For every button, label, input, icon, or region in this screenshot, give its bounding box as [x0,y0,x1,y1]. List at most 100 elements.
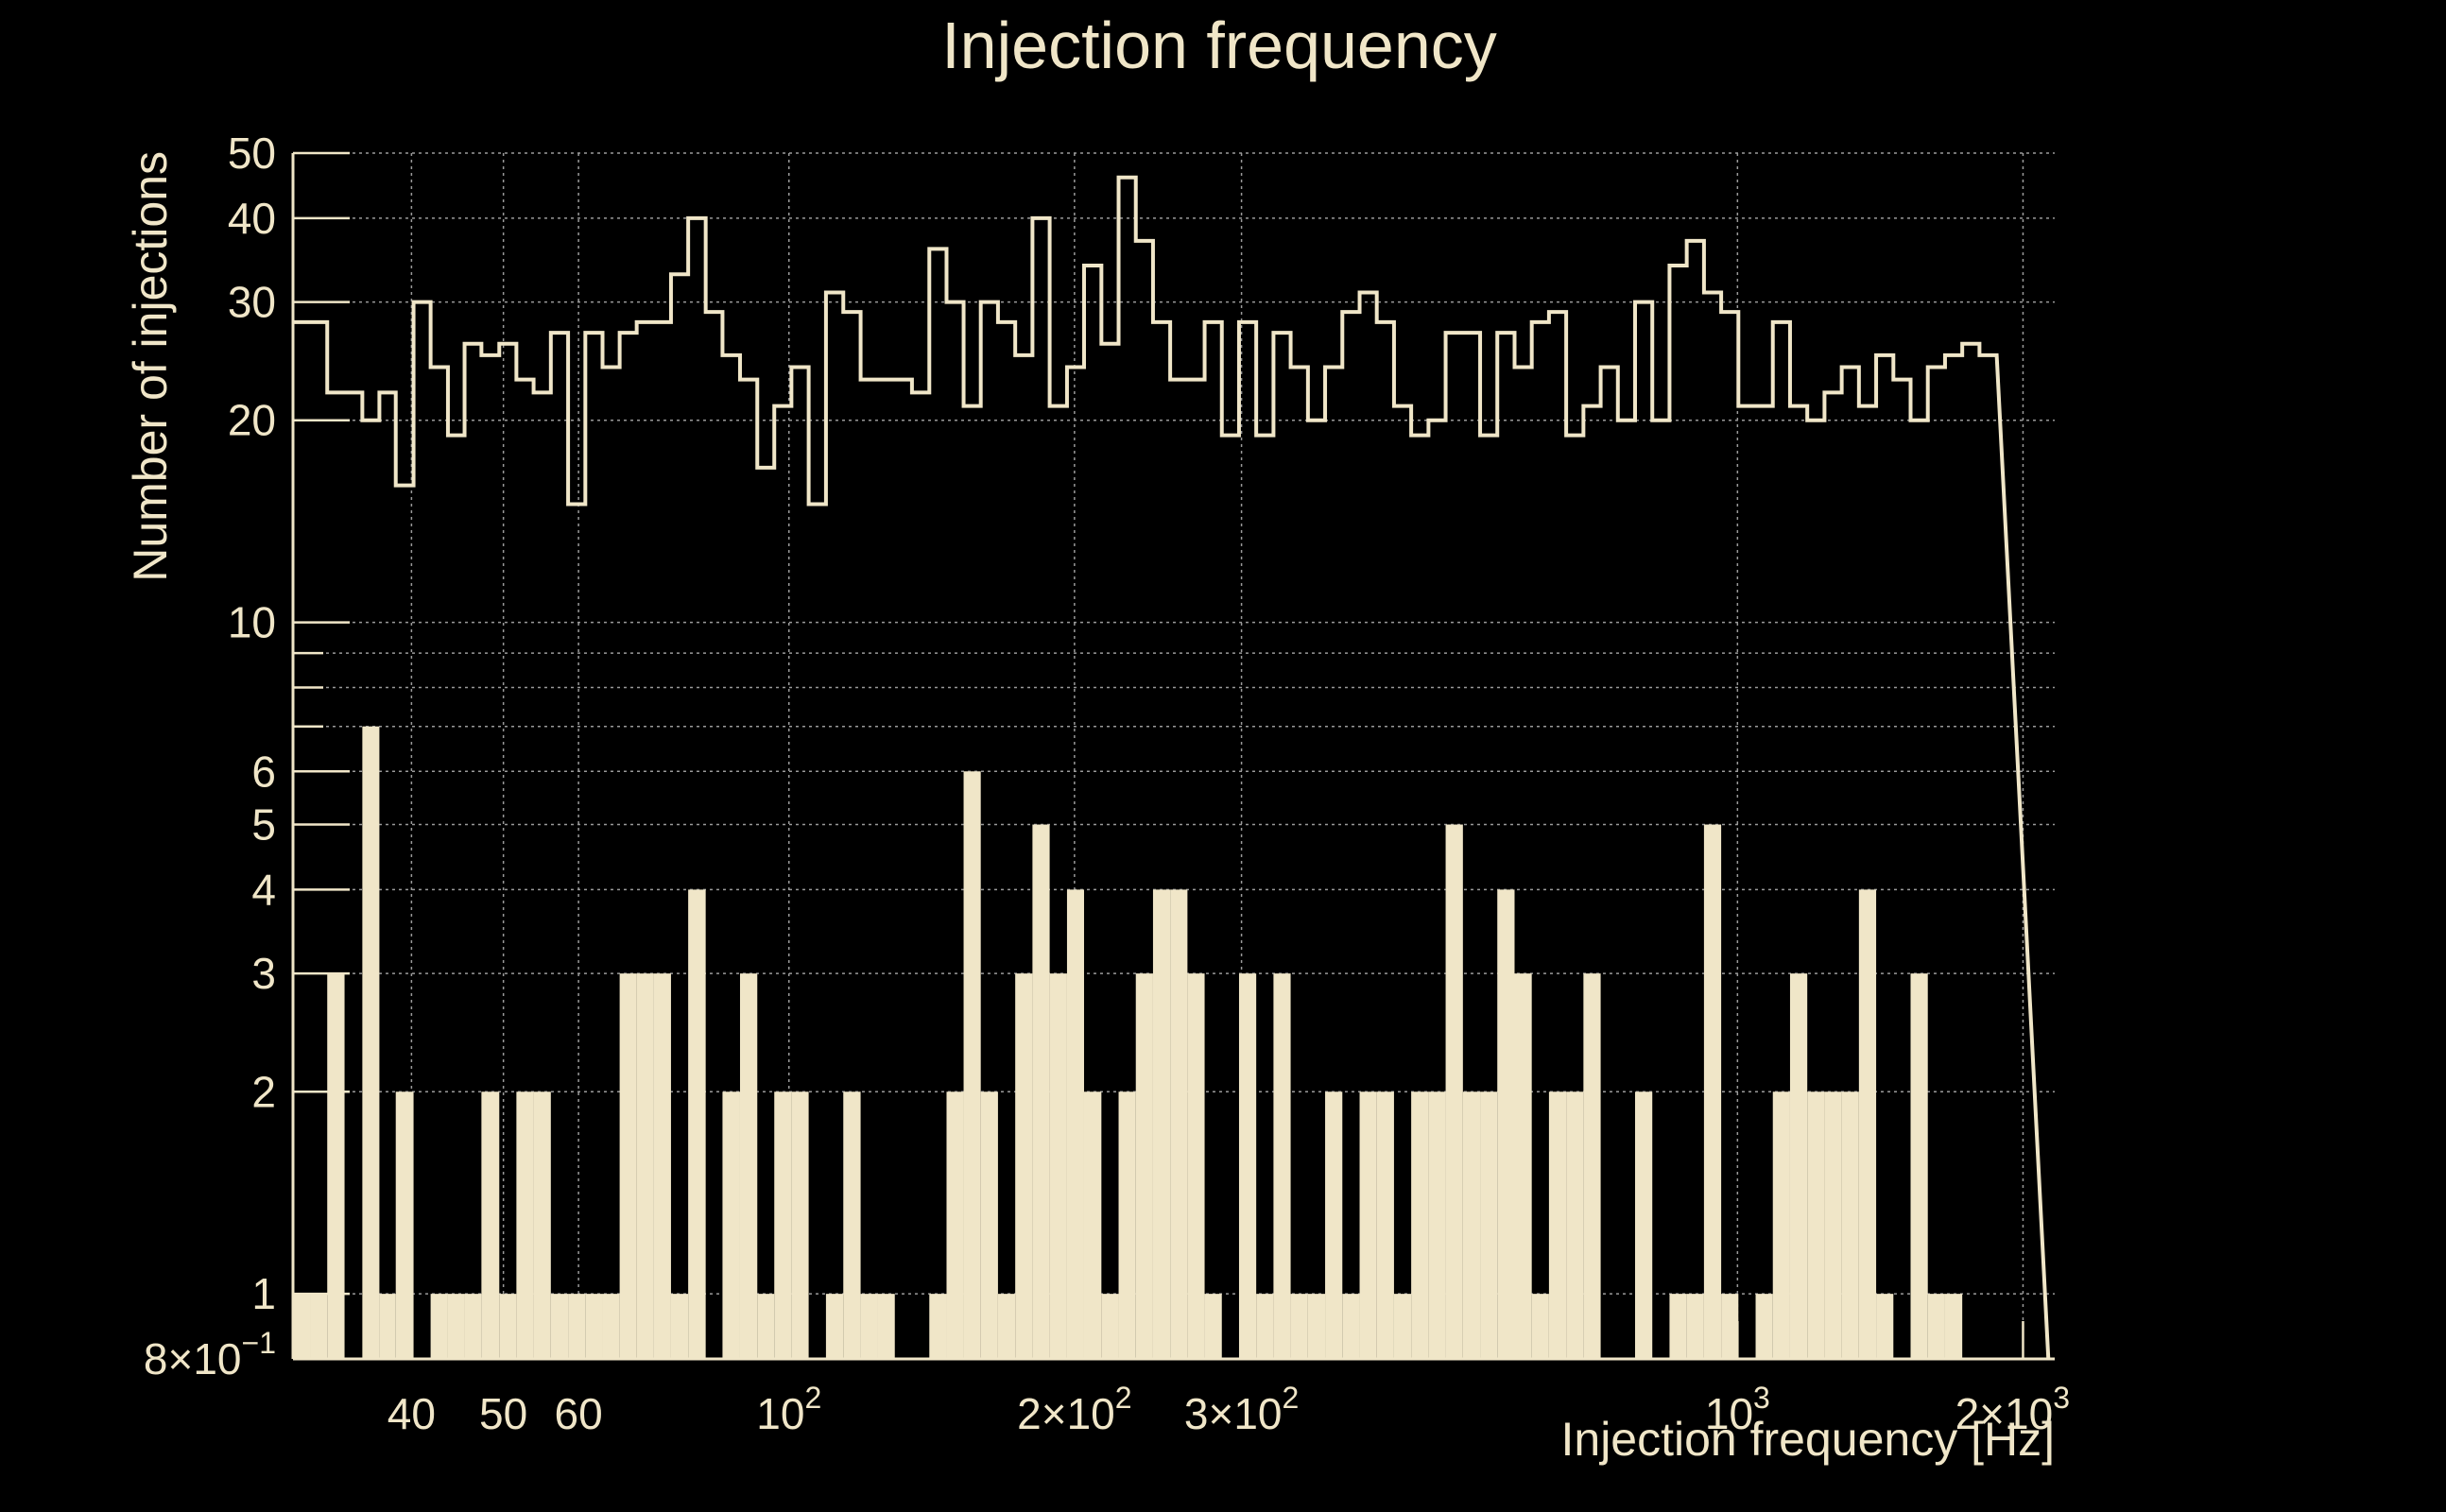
y-tick-label: 10 [228,598,276,647]
histogram-bar [602,1294,620,1359]
x-tick-label: 60 [555,1389,603,1438]
x-tick-label: 2×103 [1955,1381,2070,1438]
histogram-bar [670,1294,689,1359]
histogram-bar [1428,1091,1446,1359]
histogram-bar [481,1091,500,1359]
chart-title: Injection frequency [941,9,1497,82]
histogram-bar [722,1091,740,1359]
histogram-bar [636,973,654,1359]
histogram-bar [1824,1091,1842,1359]
x-tick-label: 102 [756,1381,821,1438]
x-tick-label: 40 [388,1389,436,1438]
histogram-bar [843,1091,861,1359]
histogram-bar [1772,1091,1790,1359]
histogram-bar [825,1294,844,1359]
histogram-bar [739,973,758,1359]
y-tick-label: 4 [251,865,276,914]
histogram-bar [1910,973,1928,1359]
histogram-bar [929,1294,947,1359]
histogram-bar [997,1294,1016,1359]
histogram-bar [1841,1091,1859,1359]
x-tick-label: 3×102 [1184,1381,1299,1438]
histogram-bar [688,889,706,1359]
histogram-bar [963,771,981,1359]
histogram-bar [1876,1294,1894,1359]
histogram-bar [395,1091,414,1359]
histogram-bar [585,1294,603,1359]
histogram-bar [1721,1294,1739,1359]
histogram-bar [1393,1294,1412,1359]
histogram-bar [1187,973,1205,1359]
histogram-bar [1152,889,1171,1359]
histogram-bar [619,973,637,1359]
x-tick-label: 50 [479,1389,527,1438]
histogram-bar [1755,1294,1773,1359]
histogram-bar [293,1294,311,1359]
histogram-bar [1566,1091,1584,1359]
histogram-bar [516,1091,534,1359]
histogram-bar [1858,889,1877,1359]
histogram-bar [1480,1091,1498,1359]
histogram-bar [1049,973,1067,1359]
histogram-bar [362,726,380,1359]
histogram-bar [533,1091,551,1359]
histogram-bar [774,1091,792,1359]
histogram-bar [1101,1294,1119,1359]
y-tick-label: 3 [251,949,276,998]
y-tick-label: 30 [228,278,276,327]
y-tick-label: 2 [251,1067,276,1116]
x-tick-label: 103 [1705,1381,1770,1438]
step-histogram-series [293,175,2051,1360]
histogram-bar [1307,1294,1326,1359]
histogram-bar [1273,973,1291,1359]
histogram-bar [1703,824,1722,1359]
x-axis-label: Injection frequency [Hz] [1561,1413,2056,1466]
histogram-bar [653,973,671,1359]
y-axis-label: Number of injections [124,151,177,582]
histogram-bar [310,1294,328,1359]
histogram-bar [550,1294,569,1359]
histogram-bar [1376,1091,1394,1359]
histogram-bar [1015,973,1033,1359]
histogram-bar [1359,1091,1377,1359]
histogram-bar [1325,1091,1343,1359]
histogram-bar [1531,1294,1549,1359]
histogram-bar [1669,1294,1687,1359]
histogram-bar [1066,889,1084,1359]
histogram-bar [1238,973,1257,1359]
histogram-bar [1411,1091,1429,1359]
histogram-bar [327,973,345,1359]
histogram-bar [946,1091,964,1359]
histogram-bar [1686,1294,1704,1359]
histogram-bar [1342,1294,1360,1359]
y-tick-label: 5 [251,800,276,850]
filled-histogram-series [293,726,1963,1359]
histogram-bar [980,1091,998,1359]
histogram-bar [877,1294,895,1359]
histogram-bar [1118,1091,1136,1359]
y-tick-label: 20 [228,396,276,445]
histogram-bar [1462,1091,1481,1359]
histogram-bar [791,1091,809,1359]
y-tick-label: 1 [251,1269,276,1318]
y-tick-label: 8×10−1 [144,1326,276,1383]
y-tick-label: 50 [228,129,276,178]
histogram-bar [464,1294,482,1359]
histogram-bar [1290,1294,1308,1359]
histogram-bar [1256,1294,1274,1359]
histogram-bar [1583,973,1601,1359]
axes [291,151,2055,1361]
histogram-bar [568,1294,586,1359]
histogram-bar [1944,1294,1963,1359]
histogram-bar [1204,1294,1222,1359]
histogram-bar [757,1294,775,1359]
histogram-bar [379,1294,396,1359]
histogram-bar [1927,1294,1945,1359]
histogram-bar [447,1294,465,1359]
histogram-bar [860,1294,878,1359]
histogram-bar [1634,1091,1653,1359]
histogram-bar [1807,1091,1825,1359]
histogram-bar [1170,889,1188,1359]
histogram-bar [499,1294,517,1359]
